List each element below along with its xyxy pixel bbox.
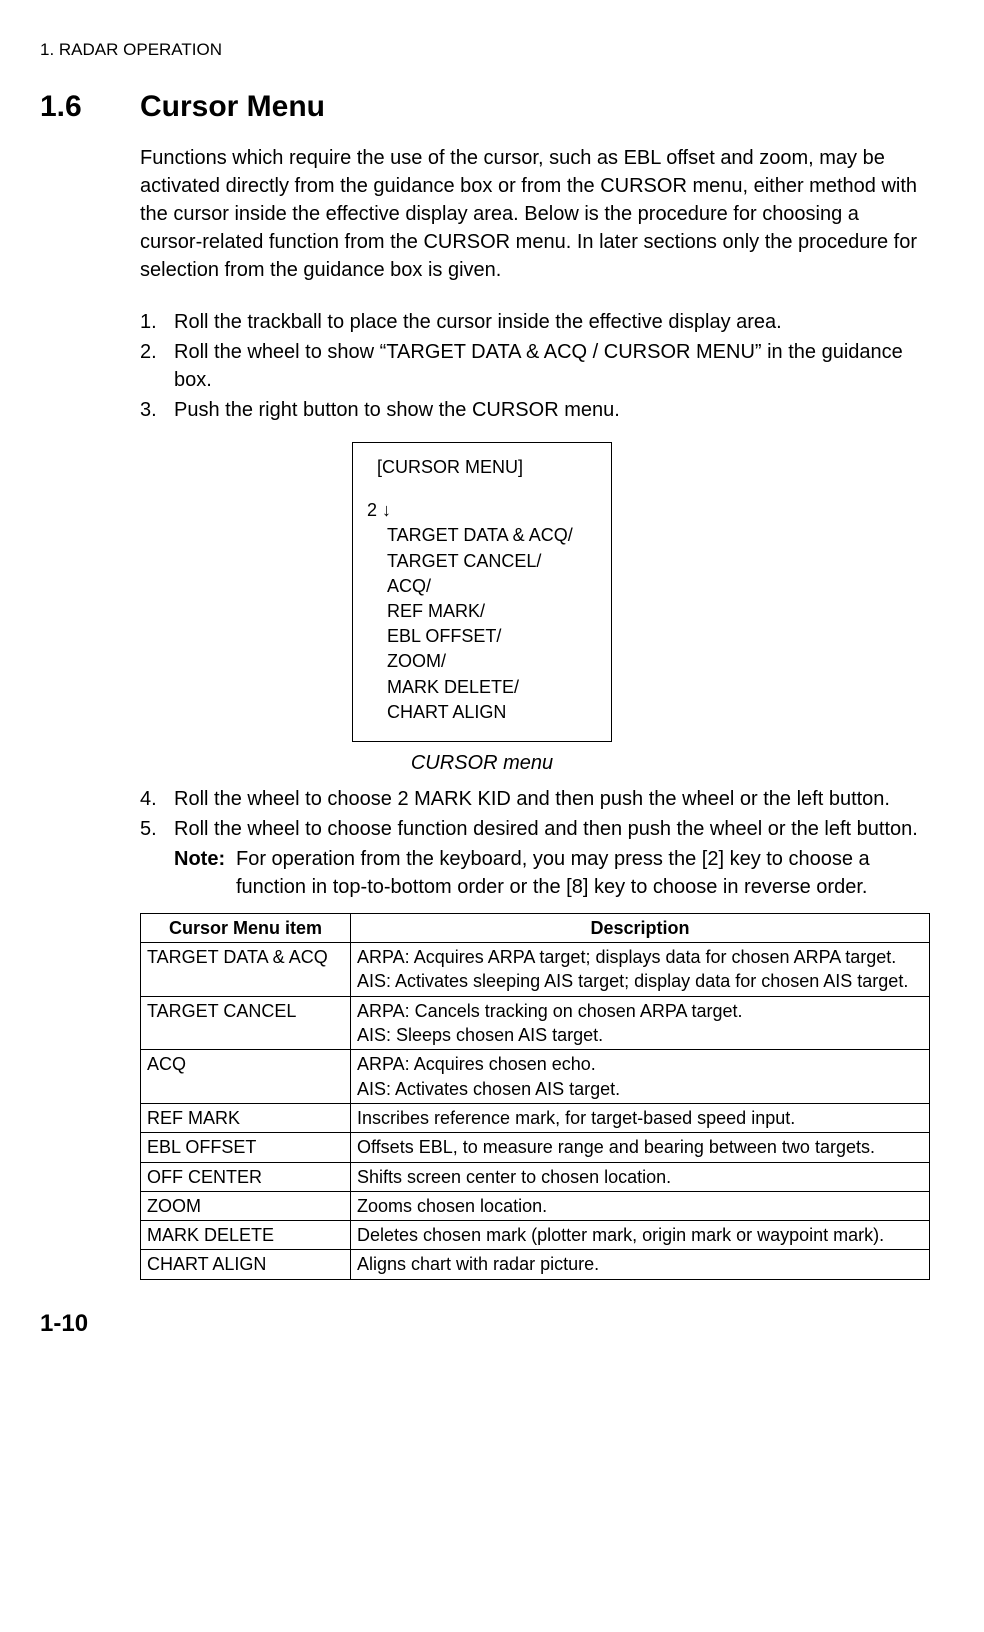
table-row: OFF CENTERShifts screen center to chosen…	[141, 1162, 930, 1191]
menu-item: MARK DELETE/	[387, 675, 601, 700]
list-number: 4.	[140, 785, 174, 813]
note-label: Note:	[174, 845, 236, 901]
menu-item: TARGET CANCEL/	[387, 549, 601, 574]
section-heading: 1.6 Cursor Menu	[40, 90, 924, 124]
table-cell: OFF CENTER	[141, 1162, 351, 1191]
table-row: TARGET DATA & ACQARPA: Acquires ARPA tar…	[141, 943, 930, 997]
table-cell: ARPA: Acquires chosen echo.AIS: Activate…	[351, 1050, 930, 1104]
menu-item: TARGET DATA & ACQ/	[387, 523, 601, 548]
steps-list-2: 4. Roll the wheel to choose 2 MARK KID a…	[140, 785, 924, 843]
table-cell: EBL OFFSET	[141, 1133, 351, 1162]
list-text: Roll the wheel to show “TARGET DATA & AC…	[174, 338, 924, 394]
table-header: Cursor Menu item	[141, 913, 351, 942]
table-row: ZOOMZooms chosen location.	[141, 1191, 930, 1220]
table-row: MARK DELETEDeletes chosen mark (plotter …	[141, 1221, 930, 1250]
table-cell: MARK DELETE	[141, 1221, 351, 1250]
table-cell: Shifts screen center to chosen location.	[351, 1162, 930, 1191]
list-item: 1. Roll the trackball to place the curso…	[140, 308, 924, 336]
table-cell: Deletes chosen mark (plotter mark, origi…	[351, 1221, 930, 1250]
menu-item: ZOOM/	[387, 649, 601, 674]
list-text: Push the right button to show the CURSOR…	[174, 396, 924, 424]
cursor-menu-table: Cursor Menu item Description TARGET DATA…	[140, 913, 930, 1280]
list-item: 3. Push the right button to show the CUR…	[140, 396, 924, 424]
intro-paragraph: Functions which require the use of the c…	[140, 144, 924, 284]
page-header: 1. RADAR OPERATION	[40, 40, 924, 60]
note-text: For operation from the keyboard, you may…	[236, 845, 924, 901]
list-number: 3.	[140, 396, 174, 424]
table-cell: ARPA: Cancels tracking on chosen ARPA ta…	[351, 996, 930, 1050]
table-cell: Aligns chart with radar picture.	[351, 1250, 930, 1279]
table-cell: REF MARK	[141, 1103, 351, 1132]
table-row: REF MARKInscribes reference mark, for ta…	[141, 1103, 930, 1132]
menu-caption: CURSOR menu	[40, 752, 924, 775]
list-item: 2. Roll the wheel to show “TARGET DATA &…	[140, 338, 924, 394]
menu-item: ACQ/	[387, 574, 601, 599]
menu-item: REF MARK/	[387, 599, 601, 624]
table-cell: CHART ALIGN	[141, 1250, 351, 1279]
table-cell: Inscribes reference mark, for target-bas…	[351, 1103, 930, 1132]
table-row: CHART ALIGNAligns chart with radar pictu…	[141, 1250, 930, 1279]
section-title: Cursor Menu	[140, 90, 325, 124]
table-cell: Offsets EBL, to measure range and bearin…	[351, 1133, 930, 1162]
table-header: Description	[351, 913, 930, 942]
list-text: Roll the trackball to place the cursor i…	[174, 308, 924, 336]
list-text: Roll the wheel to choose 2 MARK KID and …	[174, 785, 924, 813]
list-number: 2.	[140, 338, 174, 394]
table-row: ACQARPA: Acquires chosen echo.AIS: Activ…	[141, 1050, 930, 1104]
steps-list-1: 1. Roll the trackball to place the curso…	[140, 308, 924, 424]
menu-title: [CURSOR MENU]	[377, 455, 601, 480]
cursor-menu-box: [CURSOR MENU] 2 ↓ TARGET DATA & ACQ/ TAR…	[352, 442, 612, 742]
menu-item: CHART ALIGN	[387, 700, 601, 725]
note-block: Note: For operation from the keyboard, y…	[174, 845, 924, 901]
list-text: Roll the wheel to choose function desire…	[174, 815, 924, 843]
table-cell: TARGET DATA & ACQ	[141, 943, 351, 997]
list-item: 5. Roll the wheel to choose function des…	[140, 815, 924, 843]
list-number: 1.	[140, 308, 174, 336]
table-cell: ZOOM	[141, 1191, 351, 1220]
page-number: 1-10	[40, 1310, 924, 1338]
menu-line: 2 ↓	[367, 498, 601, 523]
table-cell: TARGET CANCEL	[141, 996, 351, 1050]
table-row: TARGET CANCELARPA: Cancels tracking on c…	[141, 996, 930, 1050]
table-cell: ARPA: Acquires ARPA target; displays dat…	[351, 943, 930, 997]
list-item: 4. Roll the wheel to choose 2 MARK KID a…	[140, 785, 924, 813]
table-cell: ACQ	[141, 1050, 351, 1104]
table-row: EBL OFFSETOffsets EBL, to measure range …	[141, 1133, 930, 1162]
table-cell: Zooms chosen location.	[351, 1191, 930, 1220]
list-number: 5.	[140, 815, 174, 843]
section-number: 1.6	[40, 90, 140, 124]
menu-item: EBL OFFSET/	[387, 624, 601, 649]
